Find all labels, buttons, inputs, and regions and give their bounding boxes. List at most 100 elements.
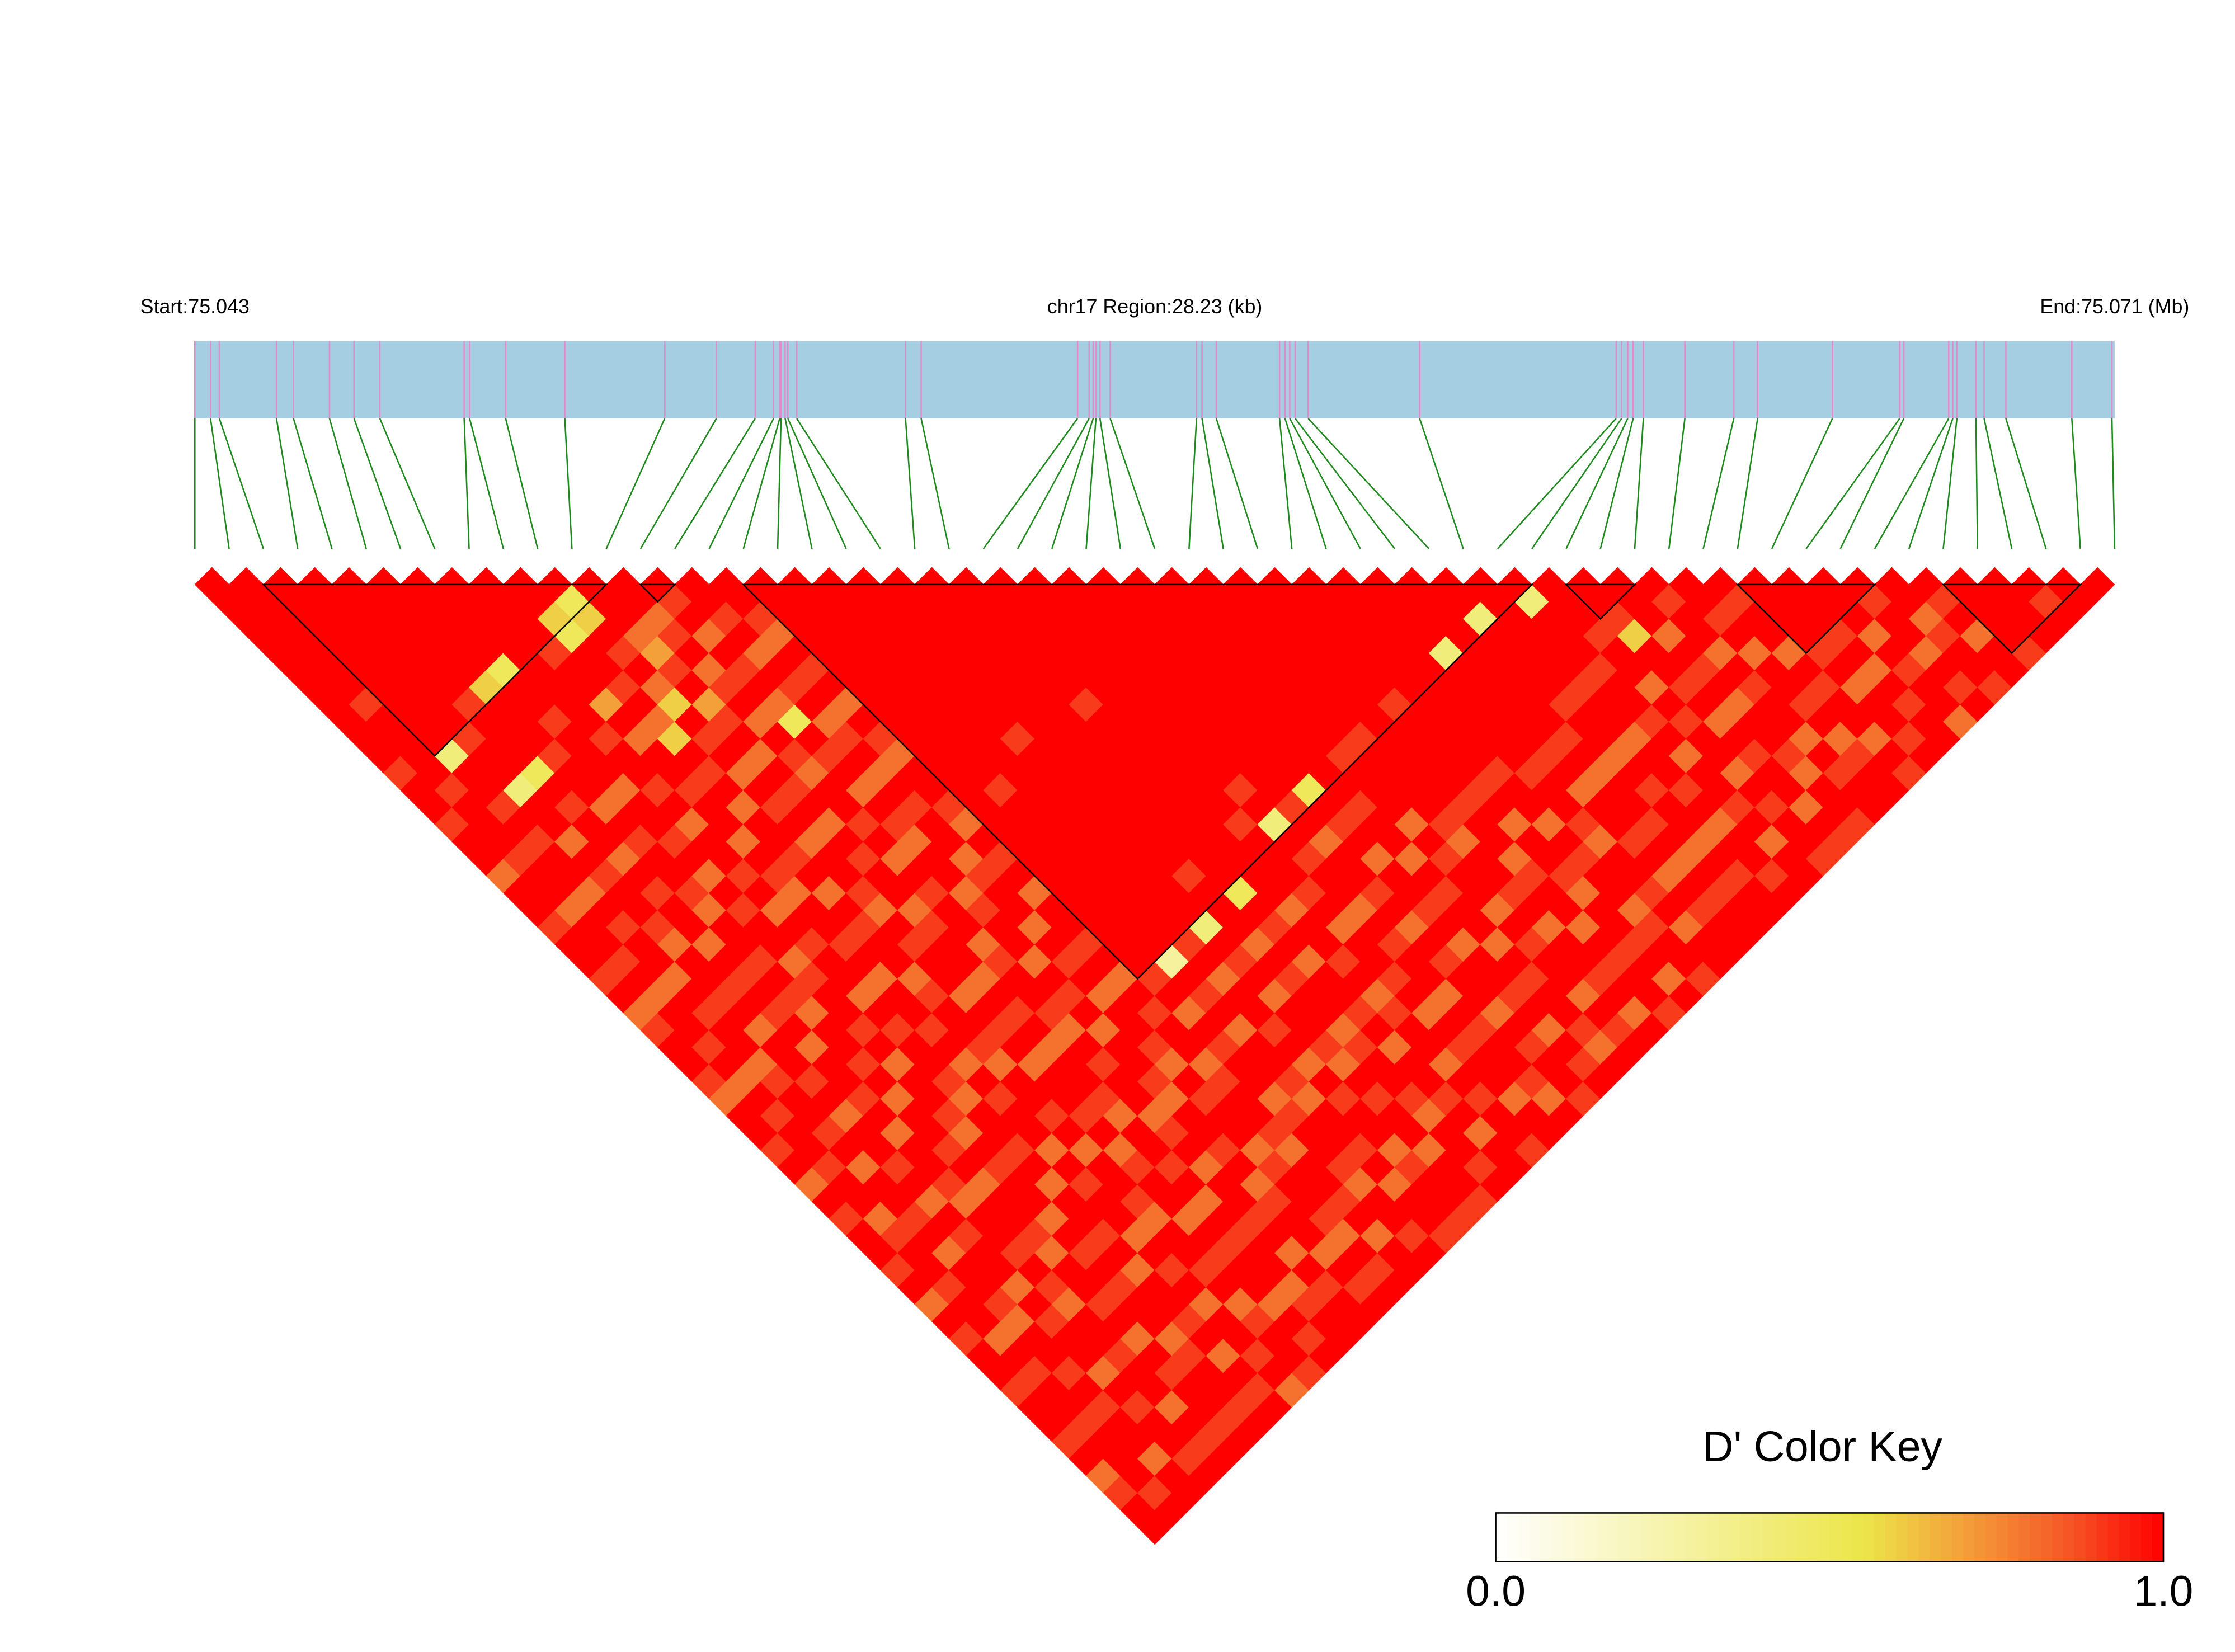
snp-connector bbox=[564, 418, 573, 549]
color-key-step bbox=[1896, 1513, 1908, 1562]
color-key-step bbox=[1829, 1513, 1842, 1562]
color-key-step bbox=[2119, 1513, 2131, 1562]
color-key-step bbox=[1941, 1513, 1953, 1562]
color-key-step bbox=[2152, 1513, 2165, 1562]
color-key-step bbox=[2007, 1513, 2020, 1562]
snp-connector bbox=[1634, 418, 1644, 549]
color-key-step bbox=[1874, 1513, 1886, 1562]
color-key-label: 0.0 bbox=[1466, 1568, 1526, 1616]
snp-connector bbox=[605, 418, 666, 549]
color-key-frame bbox=[1495, 1512, 2165, 1562]
snp-connector bbox=[275, 418, 299, 549]
color-key-step bbox=[2018, 1513, 2031, 1562]
snp-connector bbox=[1051, 418, 1094, 549]
color-key-step bbox=[1618, 1513, 1630, 1562]
key-title: D' Color Key bbox=[1702, 1423, 1942, 1471]
snp-connector bbox=[982, 418, 1079, 549]
color-key-step bbox=[1584, 1513, 1597, 1562]
color-key-step bbox=[2107, 1513, 2120, 1562]
color-key-step bbox=[1562, 1513, 1575, 1562]
snp-connector bbox=[1419, 418, 1464, 549]
color-key-step bbox=[1885, 1513, 1897, 1562]
color-key-step bbox=[1673, 1513, 1686, 1562]
haplotype-block bbox=[1941, 583, 2082, 655]
color-key-step bbox=[1662, 1513, 1675, 1562]
snp-connector bbox=[1942, 418, 1958, 549]
snp-connector bbox=[1565, 418, 1629, 549]
snp-connector bbox=[777, 418, 782, 549]
snp-connector bbox=[1215, 418, 1259, 549]
color-key-step bbox=[2030, 1513, 2042, 1562]
snp-connector bbox=[209, 418, 230, 549]
color-key-step bbox=[1551, 1513, 1564, 1562]
snp-connector bbox=[639, 418, 717, 549]
haplotype-block bbox=[1735, 583, 1877, 655]
snp-connector bbox=[1668, 418, 1686, 549]
color-key-step bbox=[1740, 1513, 1753, 1562]
color-key-step bbox=[1495, 1513, 1508, 1562]
color-key-step bbox=[2052, 1513, 2064, 1562]
color-key-step bbox=[1507, 1513, 1519, 1562]
snp-connector bbox=[1975, 418, 1979, 549]
snp-connector bbox=[1295, 418, 1396, 549]
color-key-step bbox=[2096, 1513, 2109, 1562]
snp-connector bbox=[1771, 418, 1833, 549]
color-key-step bbox=[1540, 1513, 1552, 1562]
snp-connector bbox=[787, 418, 847, 549]
snp-connector bbox=[2111, 418, 2116, 549]
color-key-step bbox=[1529, 1513, 1541, 1562]
snp-connector bbox=[293, 418, 333, 549]
color-key-step bbox=[2074, 1513, 2087, 1562]
snp-connector bbox=[1085, 418, 1097, 549]
snp-connector bbox=[1805, 418, 1900, 549]
region-label: chr17 Region:28.23 (kb) bbox=[1047, 295, 1263, 318]
color-key-step bbox=[1930, 1513, 1942, 1562]
start-label: Start:75.043 bbox=[140, 295, 250, 318]
end-label: End:75.071 (Mb) bbox=[2040, 295, 2189, 318]
snp-connector bbox=[920, 418, 950, 549]
snp-connector bbox=[905, 418, 916, 549]
color-key-step bbox=[1607, 1513, 1619, 1562]
snp-connector bbox=[379, 418, 436, 549]
color-key-step bbox=[1985, 1513, 1997, 1562]
snp-connector bbox=[1278, 418, 1293, 549]
haplotype-block bbox=[261, 583, 608, 757]
snp-connector bbox=[674, 418, 756, 549]
snp-connector bbox=[708, 418, 774, 549]
color-key-step bbox=[1818, 1513, 1831, 1562]
color-key-step bbox=[1729, 1513, 1742, 1562]
color-key-step bbox=[1807, 1513, 1819, 1562]
snp-connector bbox=[1531, 418, 1622, 549]
color-key-step bbox=[1752, 1513, 1764, 1562]
haplotype-block bbox=[741, 583, 1534, 980]
color-key-step bbox=[1718, 1513, 1730, 1562]
color-key-step bbox=[1952, 1513, 1964, 1562]
snp-connector bbox=[328, 418, 367, 549]
snp-connector bbox=[218, 418, 265, 549]
color-key-step bbox=[1773, 1513, 1786, 1562]
color-key-step bbox=[1762, 1513, 1775, 1562]
snp-connector bbox=[1188, 418, 1198, 549]
color-key-step bbox=[1841, 1513, 1853, 1562]
color-key-step bbox=[2085, 1513, 2097, 1562]
color-key-step bbox=[1707, 1513, 1719, 1562]
color-key-step bbox=[1573, 1513, 1585, 1562]
snp-connector bbox=[1874, 418, 1950, 549]
snp-connector bbox=[1017, 418, 1090, 549]
color-key-step bbox=[1963, 1513, 1975, 1562]
color-key-step bbox=[1696, 1513, 1708, 1562]
haplotype-block bbox=[638, 583, 677, 603]
snp-connector bbox=[1201, 418, 1224, 549]
snp-connector bbox=[1908, 418, 1954, 549]
color-key-step bbox=[2141, 1513, 2153, 1562]
snp-connector bbox=[1702, 418, 1735, 549]
color-key-step bbox=[1796, 1513, 1808, 1562]
snp-connector bbox=[1839, 418, 1905, 549]
snp-connector bbox=[1284, 418, 1327, 549]
snp-connector bbox=[1109, 418, 1156, 549]
snp-connector bbox=[505, 418, 539, 549]
snp-connector bbox=[1099, 418, 1122, 549]
snp-connector bbox=[1983, 418, 2013, 549]
